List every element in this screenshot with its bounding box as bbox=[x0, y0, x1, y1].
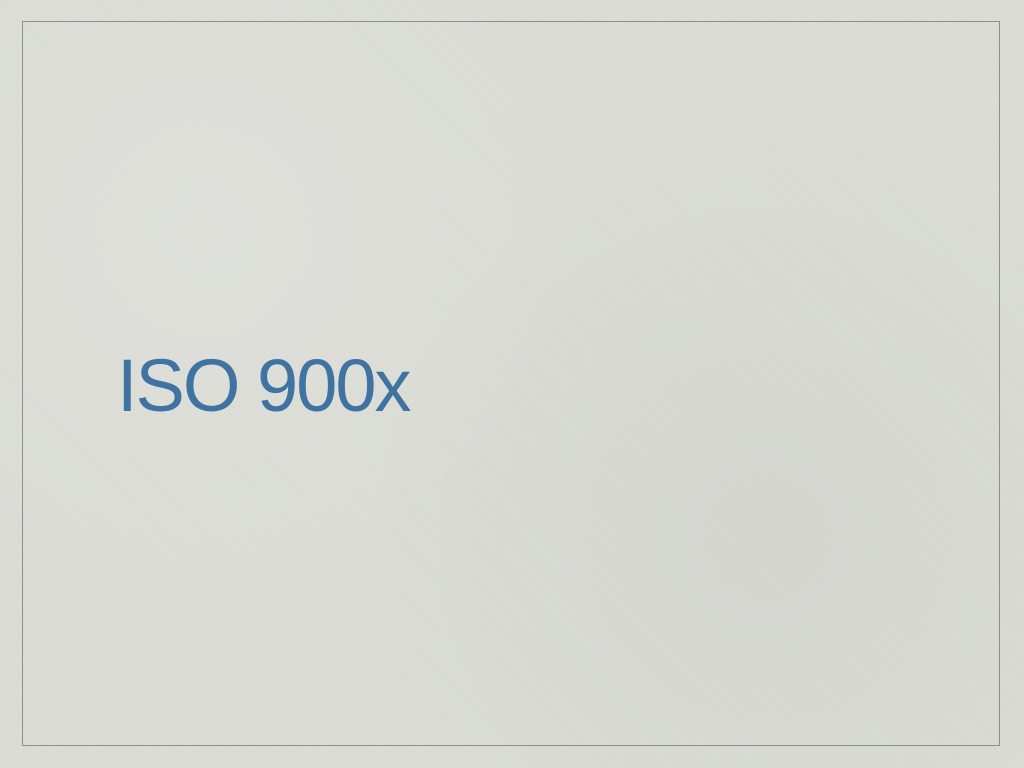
slide-frame bbox=[22, 21, 1000, 746]
slide-title: ISO 900x bbox=[117, 344, 412, 427]
